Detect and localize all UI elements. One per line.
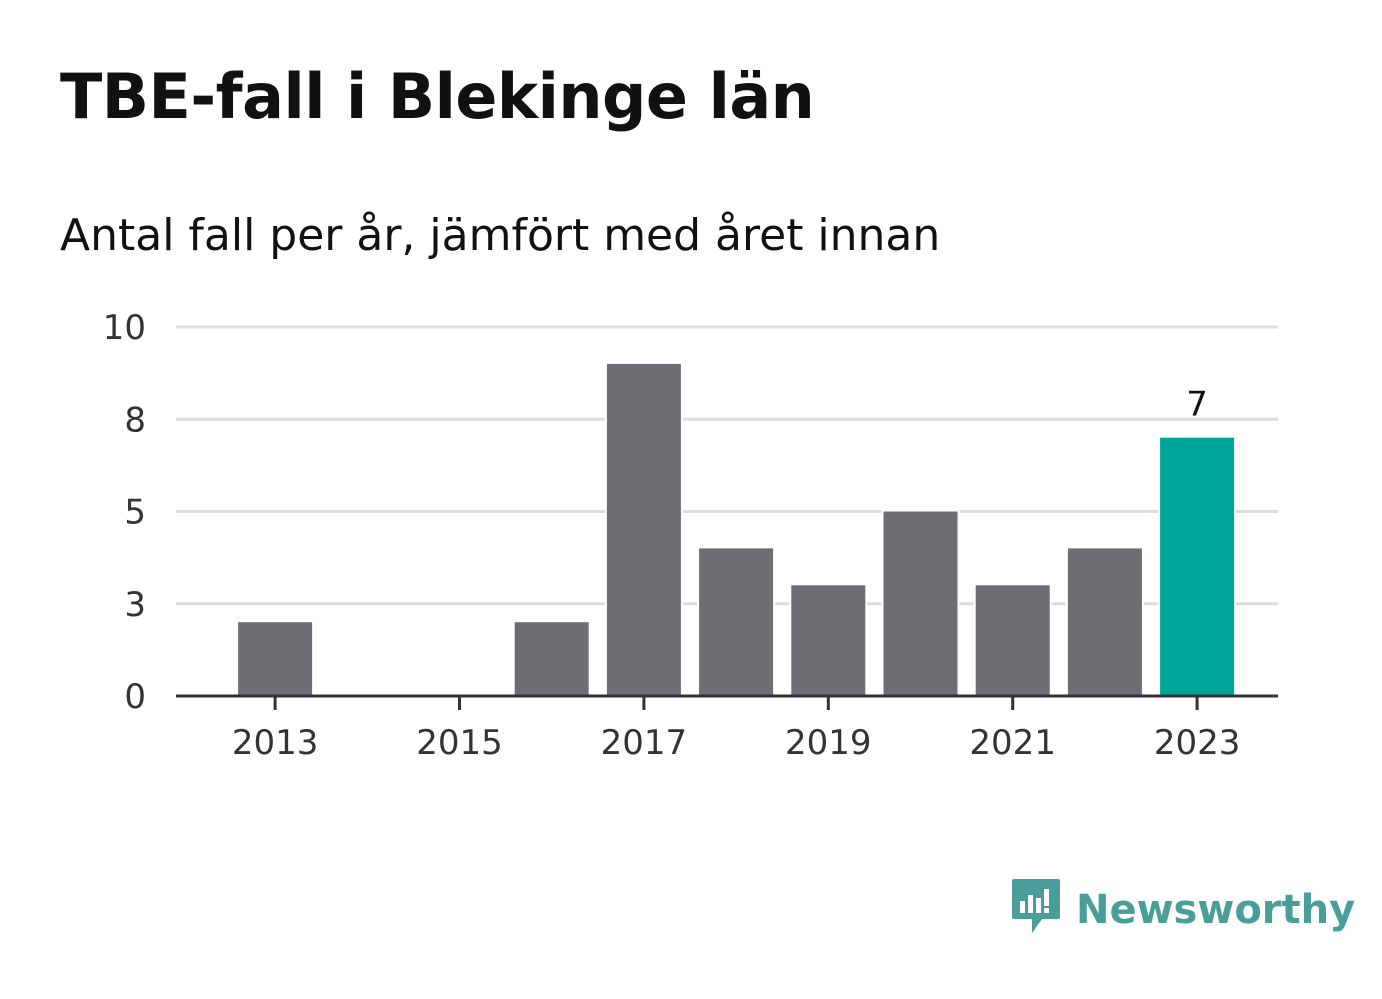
y-tick-label: 3 [124, 585, 146, 625]
x-tick-label: 2021 [969, 723, 1056, 763]
x-tick-label: 2017 [601, 723, 688, 763]
bars [236, 361, 1237, 699]
labels: 0 3 5 8 10 2013 2015 2017 2019 2021 2023 7 [103, 308, 1241, 763]
x-tick-label: 2013 [232, 723, 319, 763]
bar-2018 [697, 546, 776, 699]
y-tick-label: 8 [124, 400, 146, 440]
newsworthy-logo-text: Newsworthy [1076, 887, 1356, 933]
bar-2019 [789, 583, 868, 698]
bar-2013 [236, 620, 315, 699]
bar-2016 [512, 620, 591, 699]
chart-title: TBE-fall i Blekinge län [60, 60, 815, 133]
y-tick-label: 5 [124, 493, 146, 533]
x-tick-label: 2015 [416, 723, 503, 763]
bar-2023 [1158, 435, 1237, 698]
data-label: 7 [1186, 385, 1208, 425]
bar-2020 [881, 509, 960, 698]
x-tick-label: 2019 [785, 723, 872, 763]
bar-2017 [604, 361, 683, 698]
y-tick-label: 0 [124, 677, 146, 717]
newsworthy-logo: Newsworthy [1010, 878, 1355, 942]
bar-2022 [1065, 546, 1144, 699]
y-tick-label: 10 [103, 308, 146, 348]
x-axis [176, 694, 1278, 710]
chart-subtitle: Antal fall per år, jämfört med året inna… [60, 210, 941, 261]
x-tick-label: 2023 [1154, 723, 1241, 763]
newsworthy-logo-icon [1010, 877, 1062, 943]
bar-2021 [973, 583, 1052, 698]
